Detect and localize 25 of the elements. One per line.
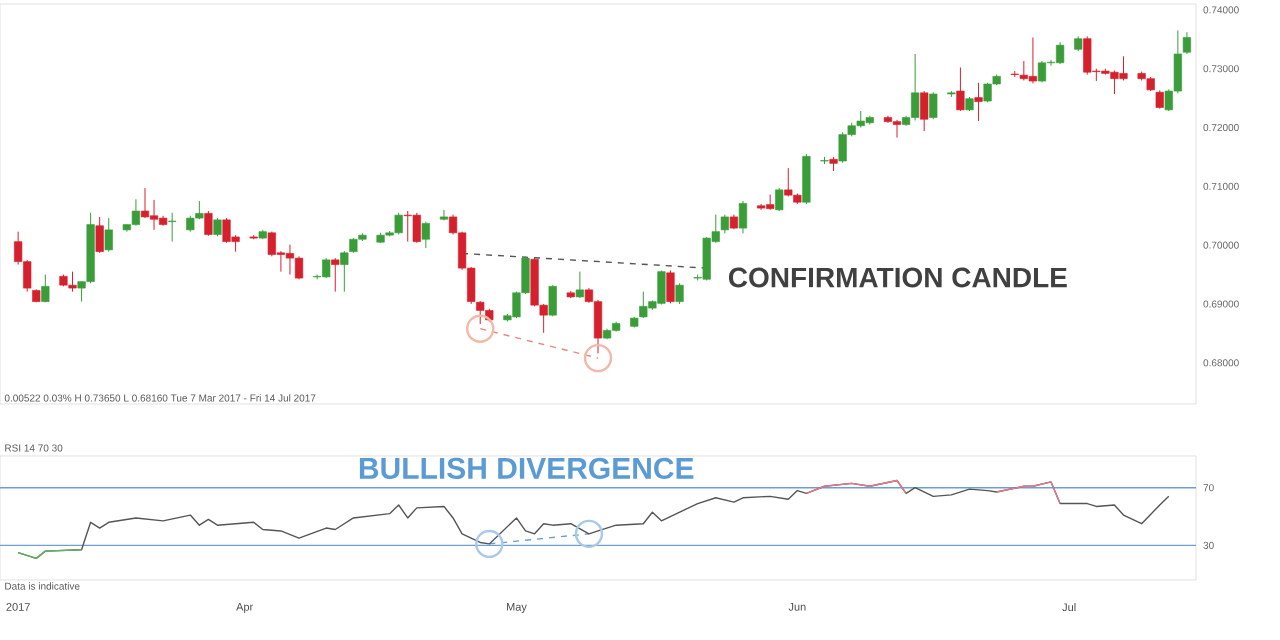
candlestick: [213, 217, 222, 237]
candlestick: [974, 82, 983, 122]
candlestick: [104, 217, 113, 253]
candlestick: [41, 274, 50, 303]
chart-title: BULLISH DIVERGENCE: [359, 457, 694, 479]
candlestick: [168, 212, 177, 243]
candlestick: [331, 257, 340, 293]
candlestick: [575, 271, 584, 299]
candlestick: [920, 90, 929, 132]
candlestick: [1155, 89, 1164, 110]
candlestick: [95, 216, 104, 254]
candlestick: [720, 214, 729, 234]
candlestick: [1055, 41, 1065, 65]
candlestick: [956, 67, 965, 112]
candlestick: [802, 153, 811, 205]
candlestick: [439, 209, 449, 221]
candlestick: [204, 210, 213, 237]
candlestick: [421, 221, 430, 249]
candlestick: [340, 250, 349, 293]
candlestick: [675, 282, 684, 305]
annotation: CONFIRMATION CANDLE: [728, 267, 1067, 288]
candlestick: [548, 284, 557, 317]
candlestick: [666, 269, 675, 304]
candlestick: [929, 91, 938, 120]
candlestick: [738, 200, 748, 234]
